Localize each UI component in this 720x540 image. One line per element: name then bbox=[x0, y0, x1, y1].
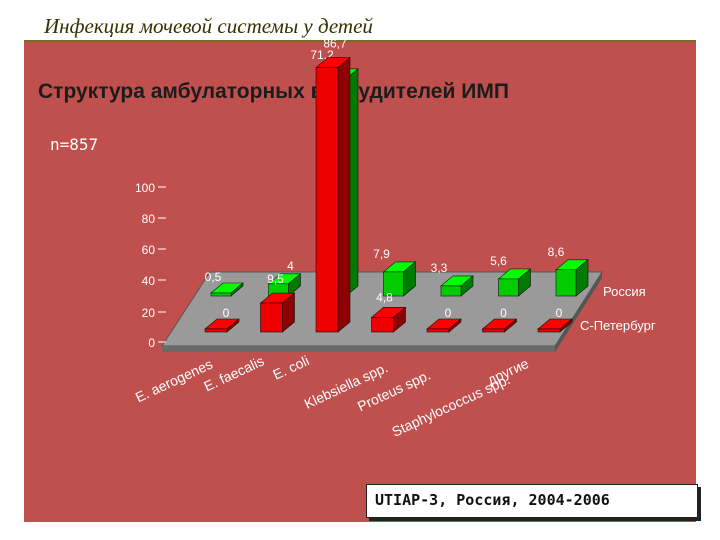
bar bbox=[383, 271, 404, 297]
x-tick-label: E. coli bbox=[270, 352, 311, 383]
data-label: 0 bbox=[445, 306, 452, 320]
bar bbox=[440, 285, 462, 297]
data-label: 5,6 bbox=[490, 254, 507, 268]
y-tick-label: 100 bbox=[135, 181, 155, 195]
legend-spb: С-Петербург bbox=[580, 318, 656, 333]
sample-size-label: n=857 bbox=[50, 135, 99, 154]
data-label: 0,5 bbox=[205, 270, 222, 284]
data-label: 0 bbox=[223, 306, 230, 320]
header-title: Инфекция мочевой системы у детей bbox=[44, 14, 373, 38]
data-label: 0 bbox=[556, 306, 563, 320]
data-label: 4,8 bbox=[376, 290, 393, 304]
floor-edge bbox=[162, 346, 555, 352]
slide-title: Структура амбулаторных возбудителей ИМП bbox=[38, 80, 509, 103]
legend-russia: Россия bbox=[603, 284, 646, 299]
bar bbox=[204, 328, 228, 333]
bar bbox=[537, 328, 561, 333]
source-box: UTIAP-3, Россия, 2004-2006 bbox=[366, 484, 698, 518]
bar bbox=[482, 328, 505, 333]
data-label: 4 bbox=[287, 259, 294, 273]
bar-side bbox=[337, 56, 351, 333]
data-label: 8,6 bbox=[548, 245, 565, 259]
bar bbox=[426, 328, 450, 333]
data-label: 3,3 bbox=[431, 261, 448, 275]
source-label: UTIAP-3, Россия, 2004-2006 bbox=[375, 491, 610, 509]
floor-side bbox=[555, 272, 602, 352]
y-tick-label: 20 bbox=[142, 306, 156, 320]
data-label: 9,5 bbox=[267, 272, 284, 286]
data-label: 86,7 bbox=[323, 37, 347, 51]
y-tick-label: 40 bbox=[142, 274, 156, 288]
data-label: 7,9 bbox=[373, 247, 390, 261]
bar bbox=[371, 317, 394, 333]
data-label: 0 bbox=[500, 306, 507, 320]
bar bbox=[498, 278, 519, 297]
y-tick-label: 60 bbox=[142, 243, 156, 257]
y-tick-label: 0 bbox=[148, 336, 155, 350]
x-tick-label: E. faecalis bbox=[201, 353, 266, 395]
bar bbox=[210, 292, 232, 297]
y-tick-label: 80 bbox=[142, 212, 156, 226]
bar bbox=[315, 67, 339, 333]
slide-header: Инфекция мочевой системы у детей bbox=[0, 0, 720, 42]
header-divider bbox=[24, 40, 696, 42]
bar bbox=[555, 269, 577, 297]
bar bbox=[260, 302, 283, 333]
